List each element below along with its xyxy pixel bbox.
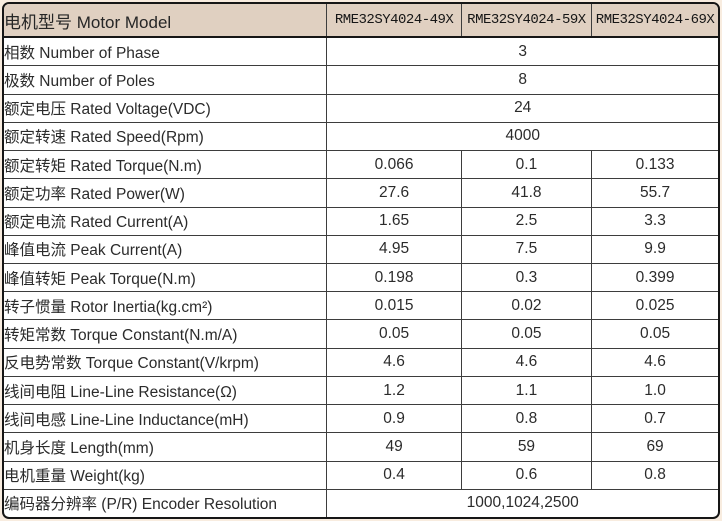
row-value: 59	[460, 432, 593, 462]
table-row: 反电势常数 Torque Constant(V/krpm) 4.6 4.6 4.6	[4, 347, 718, 377]
row-value: 1.65	[326, 206, 462, 236]
motor-model-header-label: 电机型号 Motor Model	[4, 4, 328, 38]
row-value: 1.1	[460, 375, 593, 406]
row-value: 0.7	[591, 404, 718, 434]
table-row: 额定转速 Rated Speed(Rpm) 4000	[4, 121, 718, 152]
table-row: 电机重量 Weight(kg) 0.4 0.6 0.8	[4, 460, 718, 490]
row-value: 0.8	[460, 404, 593, 434]
motor-spec-table: 电机型号 Motor Model RME32SY4024-49X RME32SY4…	[4, 4, 718, 517]
row-label: 极数 Number of Poles	[4, 65, 328, 95]
row-value: 0.399	[591, 262, 718, 293]
header-row: 电机型号 Motor Model RME32SY4024-49X RME32SY4…	[4, 4, 718, 38]
row-label: 额定转速 Rated Speed(Rpm)	[4, 121, 328, 152]
row-value: 0.133	[591, 150, 718, 180]
row-value-merged: 24	[326, 93, 718, 123]
table-row: 峰值转矩 Peak Torque(N.m) 0.198 0.3 0.399	[4, 262, 718, 293]
row-value: 0.4	[326, 460, 462, 490]
table-row: 线间电感 Line-Line Inductance(mH) 0.9 0.8 0.7	[4, 404, 718, 434]
row-value: 0.3	[460, 262, 593, 293]
row-value: 0.066	[326, 150, 462, 180]
motor-model-name: RME32SY4024-69X	[591, 4, 718, 38]
table-row: 转子惯量 Rotor Inertia(kg.cm²) 0.015 0.02 0.025	[4, 291, 718, 321]
row-value: 9.9	[591, 234, 718, 264]
row-value: 7.5	[460, 234, 593, 264]
row-value-merged: 8	[326, 65, 718, 95]
spec-table-body: 相数 Number of Phase 3 极数 Number of Poles 8 额定…	[4, 36, 718, 517]
row-value: 41.8	[460, 178, 593, 208]
row-value: 0.015	[326, 291, 462, 321]
row-value: 4.6	[326, 347, 462, 377]
table-row: 相数 Number of Phase 3	[4, 36, 718, 67]
row-label: 线间电感 Line-Line Inductance(mH)	[4, 404, 328, 434]
row-value: 1.2	[326, 375, 462, 406]
table-row: 峰值电流 Peak Current(A) 4.95 7.5 9.9	[4, 234, 718, 264]
table-row: 转矩常数 Torque Constant(N.m/A) 0.05 0.05 0.05	[4, 319, 718, 349]
table-row: 编码器分辨率 (P/R) Encoder Resolution 1000,1024…	[4, 488, 718, 517]
table-row: 极数 Number of Poles 8	[4, 65, 718, 95]
row-label: 机身长度 Length(mm)	[4, 432, 328, 462]
row-label: 转矩常数 Torque Constant(N.m/A)	[4, 319, 328, 349]
row-label: 额定转矩 Rated Torque(N.m)	[4, 150, 328, 180]
row-label: 额定功率 Rated Power(W)	[4, 178, 328, 208]
spec-table-header: 电机型号 Motor Model RME32SY4024-49X RME32SY4…	[4, 4, 718, 38]
row-value-merged: 1000,1024,2500	[326, 488, 718, 517]
motor-model-name: RME32SY4024-59X	[460, 4, 593, 38]
row-value: 4.6	[591, 347, 718, 377]
row-value: 4.6	[460, 347, 593, 377]
row-label: 编码器分辨率 (P/R) Encoder Resolution	[4, 488, 328, 517]
row-value: 0.6	[460, 460, 593, 490]
row-value: 27.6	[326, 178, 462, 208]
row-value: 0.1	[460, 150, 593, 180]
row-value-merged: 4000	[326, 121, 718, 152]
row-value: 0.198	[326, 262, 462, 293]
table-row: 额定电流 Rated Current(A) 1.65 2.5 3.3	[4, 206, 718, 236]
row-label: 反电势常数 Torque Constant(V/krpm)	[4, 347, 328, 377]
row-value: 0.05	[591, 319, 718, 349]
row-label: 线间电阻 Line-Line Resistance(Ω)	[4, 375, 328, 406]
row-value: 0.05	[460, 319, 593, 349]
row-value: 0.8	[591, 460, 718, 490]
row-label: 转子惯量 Rotor Inertia(kg.cm²)	[4, 291, 328, 321]
row-value: 4.95	[326, 234, 462, 264]
row-label: 额定电压 Rated Voltage(VDC)	[4, 93, 328, 123]
row-value: 55.7	[591, 178, 718, 208]
table-row: 额定电压 Rated Voltage(VDC) 24	[4, 93, 718, 123]
table-row: 额定功率 Rated Power(W) 27.6 41.8 55.7	[4, 178, 718, 208]
row-label: 额定电流 Rated Current(A)	[4, 206, 328, 236]
row-value: 3.3	[591, 206, 718, 236]
row-value: 1.0	[591, 375, 718, 406]
row-label: 峰值电流 Peak Current(A)	[4, 234, 328, 264]
row-value-merged: 3	[326, 36, 718, 67]
row-label: 相数 Number of Phase	[4, 36, 328, 67]
row-value: 2.5	[460, 206, 593, 236]
row-label: 电机重量 Weight(kg)	[4, 460, 328, 490]
row-value: 0.02	[460, 291, 593, 321]
table-row: 额定转矩 Rated Torque(N.m) 0.066 0.1 0.133	[4, 150, 718, 180]
table-row: 机身长度 Length(mm) 49 59 69	[4, 432, 718, 462]
row-value: 49	[326, 432, 462, 462]
row-value: 69	[591, 432, 718, 462]
row-value: 0.9	[326, 404, 462, 434]
table-row: 线间电阻 Line-Line Resistance(Ω) 1.2 1.1 1.0	[4, 375, 718, 406]
row-value: 0.05	[326, 319, 462, 349]
row-label: 峰值转矩 Peak Torque(N.m)	[4, 262, 328, 293]
motor-model-name: RME32SY4024-49X	[326, 4, 462, 38]
row-value: 0.025	[591, 291, 718, 321]
